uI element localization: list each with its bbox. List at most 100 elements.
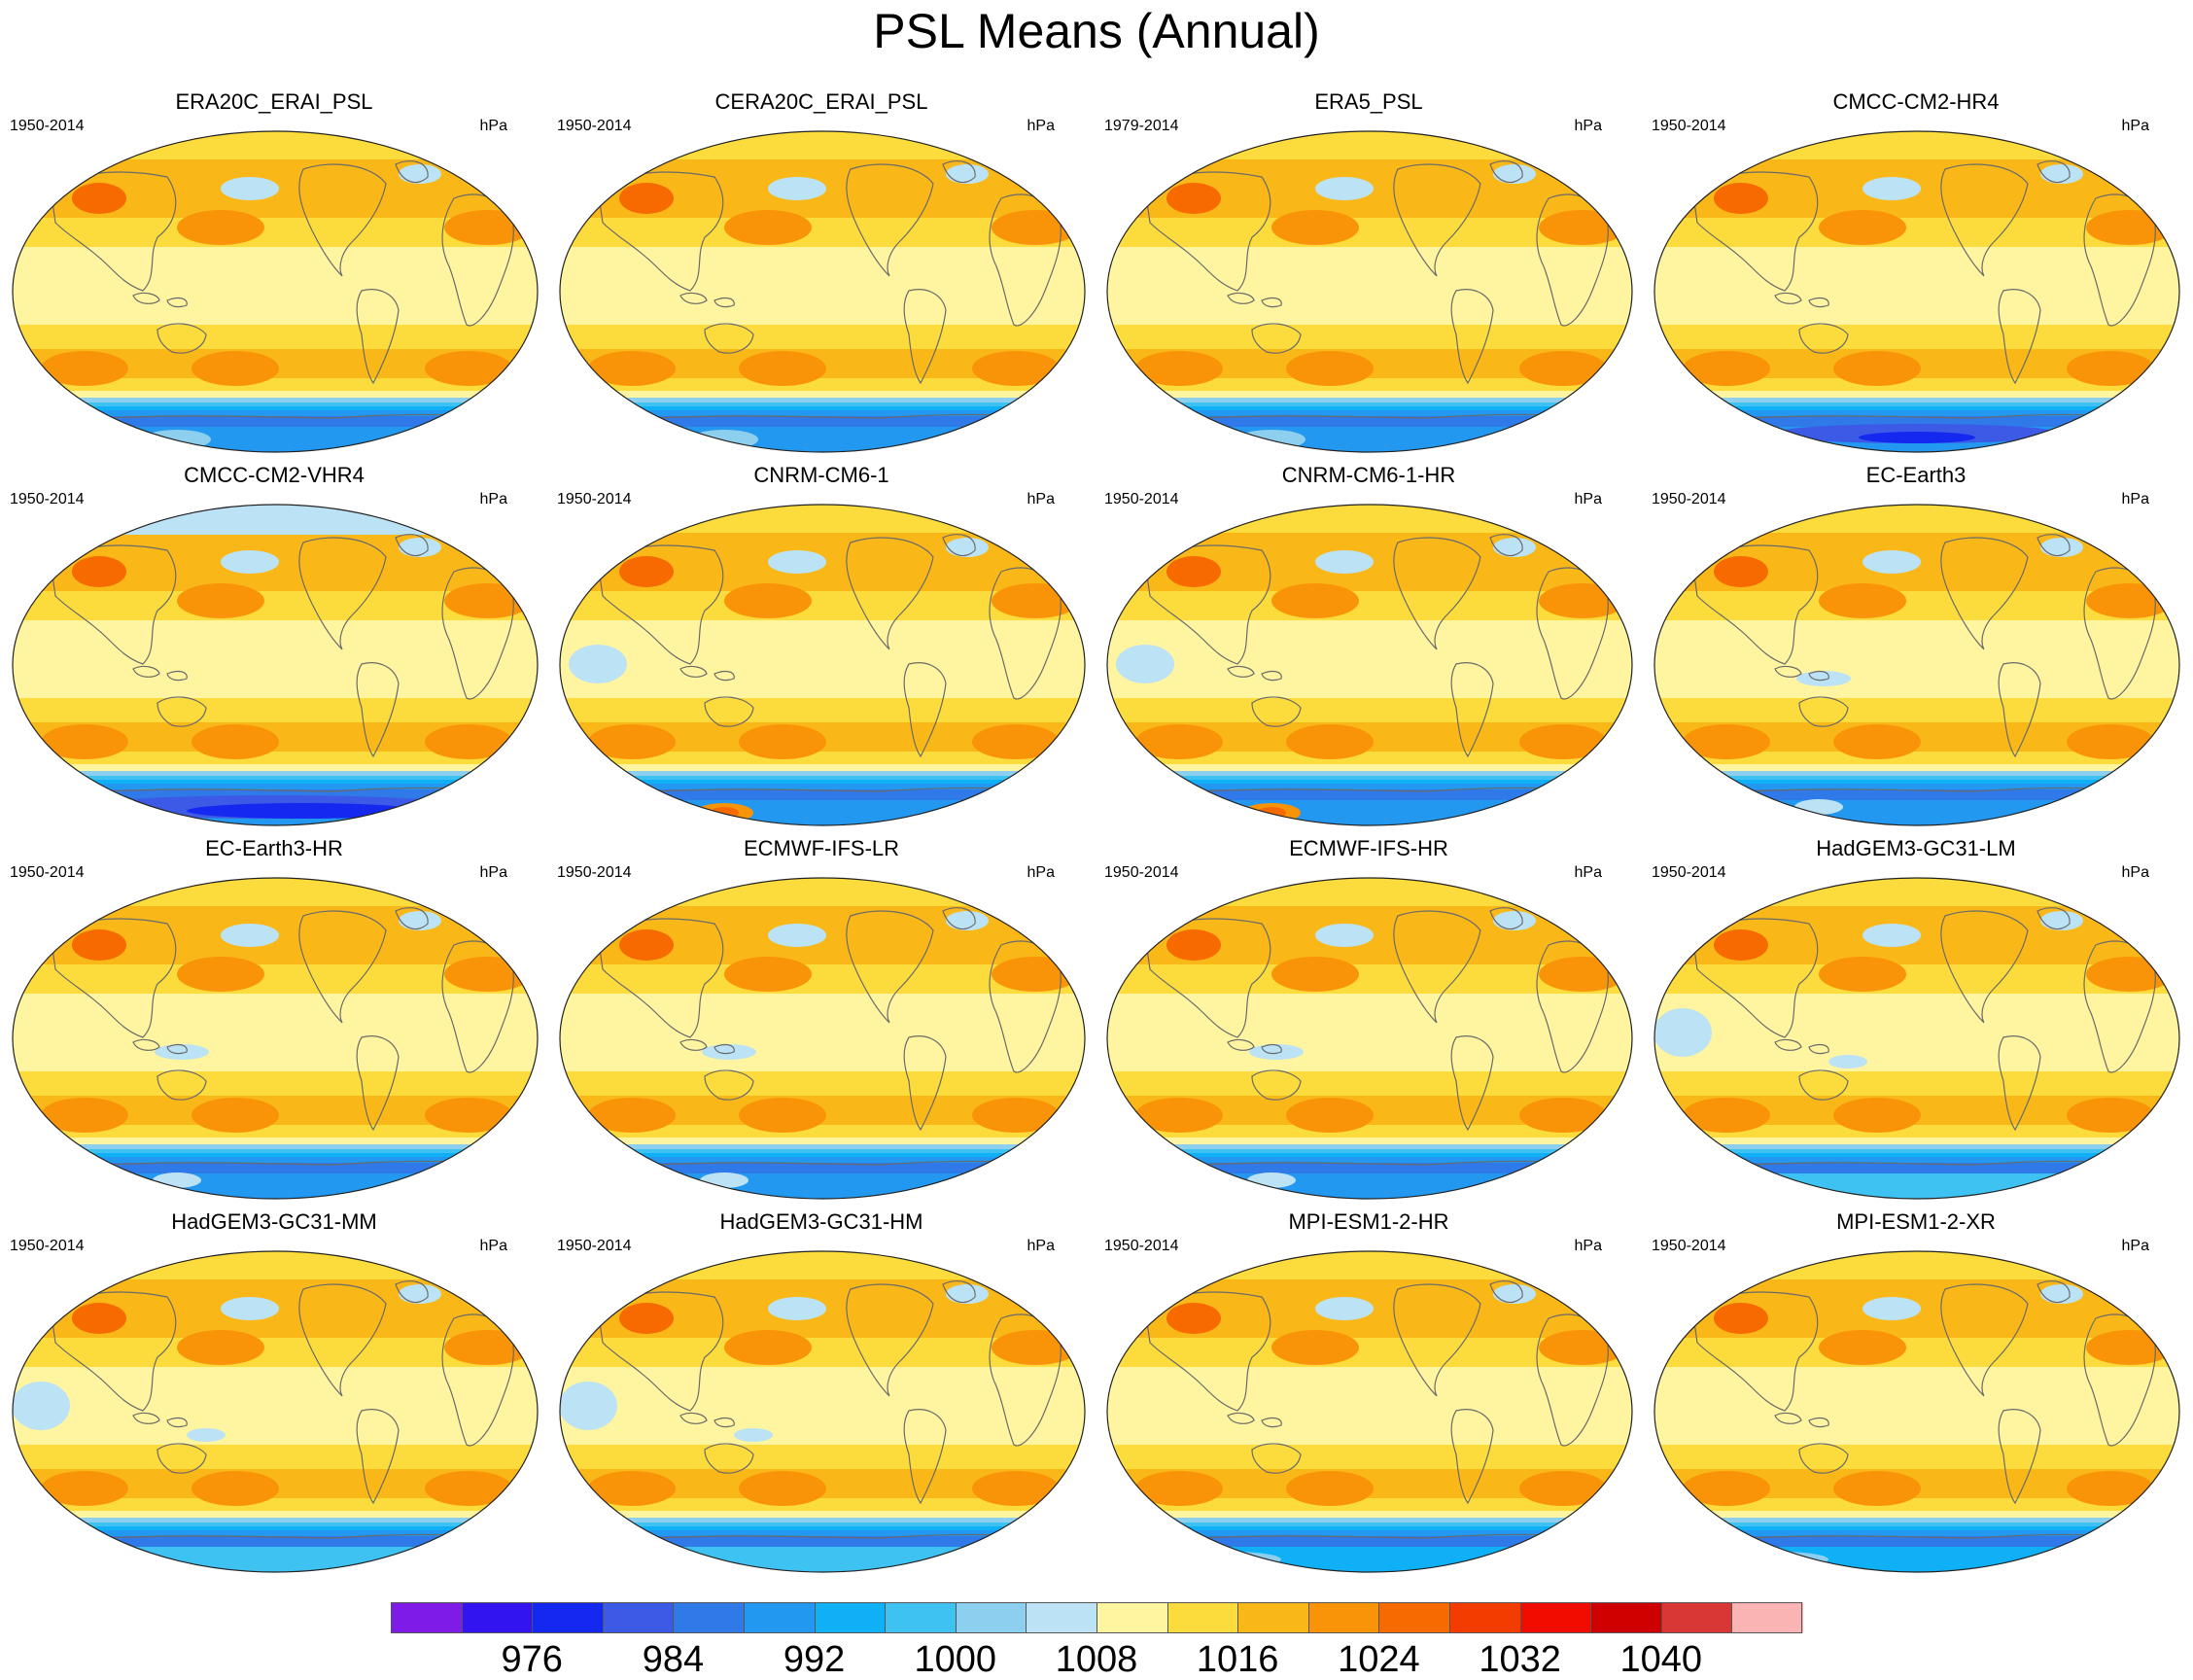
panel-units: hPa bbox=[1574, 491, 1602, 508]
world-map bbox=[559, 130, 1086, 453]
map-panel: ERA20C_ERAI_PSL 1950-2014 hPa bbox=[0, 89, 548, 459]
world-map bbox=[12, 877, 539, 1200]
panel-title: CMCC-CM2-VHR4 bbox=[184, 463, 365, 487]
panel-period: 1950-2014 bbox=[10, 864, 85, 881]
panel-period: 1950-2014 bbox=[557, 491, 632, 508]
world-map bbox=[12, 1250, 539, 1573]
map-panel: HadGEM3-GC31-MM 1950-2014 hPa bbox=[0, 1209, 548, 1579]
colorbar-label: 1024 bbox=[1338, 1639, 1420, 1680]
panel-period: 1950-2014 bbox=[1104, 864, 1179, 881]
panel-title: CERA20C_ERAI_PSL bbox=[714, 89, 928, 114]
panel-units: hPa bbox=[1027, 118, 1055, 134]
map-panel: CMCC-CM2-HR4 1950-2014 hPa bbox=[1642, 89, 2190, 459]
map-panel: CNRM-CM6-1-HR 1950-2014 hPa bbox=[1095, 463, 1643, 832]
panel-period: 1950-2014 bbox=[10, 118, 85, 134]
panel-title: ECMWF-IFS-LR bbox=[743, 836, 900, 860]
panel-period: 1950-2014 bbox=[1652, 864, 1726, 881]
panel-title: HadGEM3-GC31-MM bbox=[171, 1209, 377, 1234]
map-panel: EC-Earth3-HR 1950-2014 hPa bbox=[0, 836, 548, 1206]
panel-units: hPa bbox=[1027, 864, 1055, 881]
world-map bbox=[559, 877, 1086, 1200]
colorbar-label: 1016 bbox=[1196, 1639, 1279, 1680]
panel-period: 1950-2014 bbox=[557, 1238, 632, 1254]
colorbar-swatch bbox=[744, 1602, 816, 1633]
world-map bbox=[12, 130, 539, 453]
colorbar-swatch bbox=[1237, 1602, 1309, 1633]
world-map bbox=[1653, 504, 2180, 826]
colorbar-swatch bbox=[461, 1602, 534, 1633]
world-map bbox=[1106, 504, 1633, 826]
panel-title: EC-Earth3 bbox=[1865, 463, 1967, 487]
map-panel: HadGEM3-GC31-LM 1950-2014 hPa bbox=[1642, 836, 2190, 1206]
world-map bbox=[1106, 877, 1633, 1200]
map-panel: HadGEM3-GC31-HM 1950-2014 hPa bbox=[547, 1209, 1096, 1579]
panel-units: hPa bbox=[479, 491, 507, 508]
colorbar-swatch bbox=[602, 1602, 675, 1633]
panel-period: 1950-2014 bbox=[1652, 491, 1726, 508]
map-panel: CMCC-CM2-VHR4 1950-2014 hPa bbox=[0, 463, 548, 832]
panel-units: hPa bbox=[1027, 491, 1055, 508]
colorbar-swatch bbox=[1449, 1602, 1521, 1633]
world-map bbox=[559, 504, 1086, 826]
panel-units: hPa bbox=[1574, 864, 1602, 881]
colorbar-swatch bbox=[885, 1602, 957, 1633]
colorbar-swatch bbox=[1590, 1602, 1662, 1633]
panel-units: hPa bbox=[2121, 1238, 2149, 1254]
panel-period: 1950-2014 bbox=[1104, 491, 1179, 508]
panel-units: hPa bbox=[479, 1238, 507, 1254]
colorbar-swatch bbox=[1660, 1602, 1733, 1633]
world-map bbox=[12, 504, 539, 826]
figure-title: PSL Means (Annual) bbox=[873, 4, 1320, 58]
colorbar-swatch bbox=[1307, 1602, 1380, 1633]
panel-title: MPI-ESM1-2-HR bbox=[1288, 1209, 1449, 1234]
colorbar-swatch bbox=[1731, 1602, 1803, 1633]
map-panel: CNRM-CM6-1 1950-2014 hPa bbox=[547, 463, 1096, 832]
colorbar-label: 1040 bbox=[1619, 1639, 1703, 1680]
colorbar-swatch bbox=[1166, 1602, 1239, 1633]
colorbar-swatch bbox=[955, 1602, 1027, 1633]
world-map bbox=[1653, 130, 2180, 453]
panel-title: CNRM-CM6-1 bbox=[753, 463, 889, 487]
colorbar-label: 992 bbox=[783, 1639, 846, 1680]
colorbar-swatch bbox=[814, 1602, 887, 1633]
world-map bbox=[1106, 130, 1633, 453]
panel-title: MPI-ESM1-2-XR bbox=[1836, 1209, 1996, 1234]
map-panel: MPI-ESM1-2-HR 1950-2014 hPa bbox=[1095, 1209, 1643, 1579]
panel-title: ERA20C_ERAI_PSL bbox=[175, 89, 373, 114]
colorbar-swatch bbox=[1378, 1602, 1450, 1633]
world-map bbox=[1106, 1250, 1633, 1573]
panel-title: HadGEM3-GC31-LM bbox=[1816, 836, 2016, 860]
colorbar-swatch bbox=[391, 1602, 463, 1633]
panel-units: hPa bbox=[2121, 491, 2149, 508]
panel-period: 1950-2014 bbox=[1652, 118, 1726, 134]
panel-units: hPa bbox=[479, 118, 507, 134]
panel-period: 1950-2014 bbox=[10, 1238, 85, 1254]
panel-units: hPa bbox=[1027, 1238, 1055, 1254]
panel-period: 1950-2014 bbox=[10, 491, 85, 508]
panel-units: hPa bbox=[479, 864, 507, 881]
colorbar-label: 984 bbox=[642, 1639, 705, 1680]
colorbar-label: 976 bbox=[501, 1639, 563, 1680]
world-map bbox=[1653, 1250, 2180, 1573]
panel-period: 1979-2014 bbox=[1104, 118, 1179, 134]
colorbar-swatch bbox=[1096, 1602, 1168, 1633]
map-panel: EC-Earth3 1950-2014 hPa bbox=[1642, 463, 2190, 832]
panel-period: 1950-2014 bbox=[1652, 1238, 1726, 1254]
colorbar bbox=[391, 1602, 1803, 1633]
colorbar-swatch bbox=[673, 1602, 745, 1633]
colorbar-swatch bbox=[1026, 1602, 1097, 1633]
colorbar-swatch bbox=[1519, 1602, 1592, 1633]
map-panel: ECMWF-IFS-HR 1950-2014 hPa bbox=[1095, 836, 1643, 1206]
panel-units: hPa bbox=[2121, 118, 2149, 134]
panel-title: ECMWF-IFS-HR bbox=[1289, 836, 1448, 860]
map-panel: MPI-ESM1-2-XR 1950-2014 hPa bbox=[1642, 1209, 2190, 1579]
panel-units: hPa bbox=[1574, 1238, 1602, 1254]
panel-title: CMCC-CM2-HR4 bbox=[1832, 89, 2000, 114]
colorbar-label: 1032 bbox=[1479, 1639, 1561, 1680]
colorbar-label: 1000 bbox=[914, 1639, 997, 1680]
panel-units: hPa bbox=[2121, 864, 2149, 881]
panel-title: CNRM-CM6-1-HR bbox=[1281, 463, 1456, 487]
map-panel: CERA20C_ERAI_PSL 1950-2014 hPa bbox=[547, 89, 1096, 459]
colorbar-swatch bbox=[532, 1602, 604, 1633]
map-panel: ERA5_PSL 1979-2014 hPa bbox=[1095, 89, 1643, 459]
